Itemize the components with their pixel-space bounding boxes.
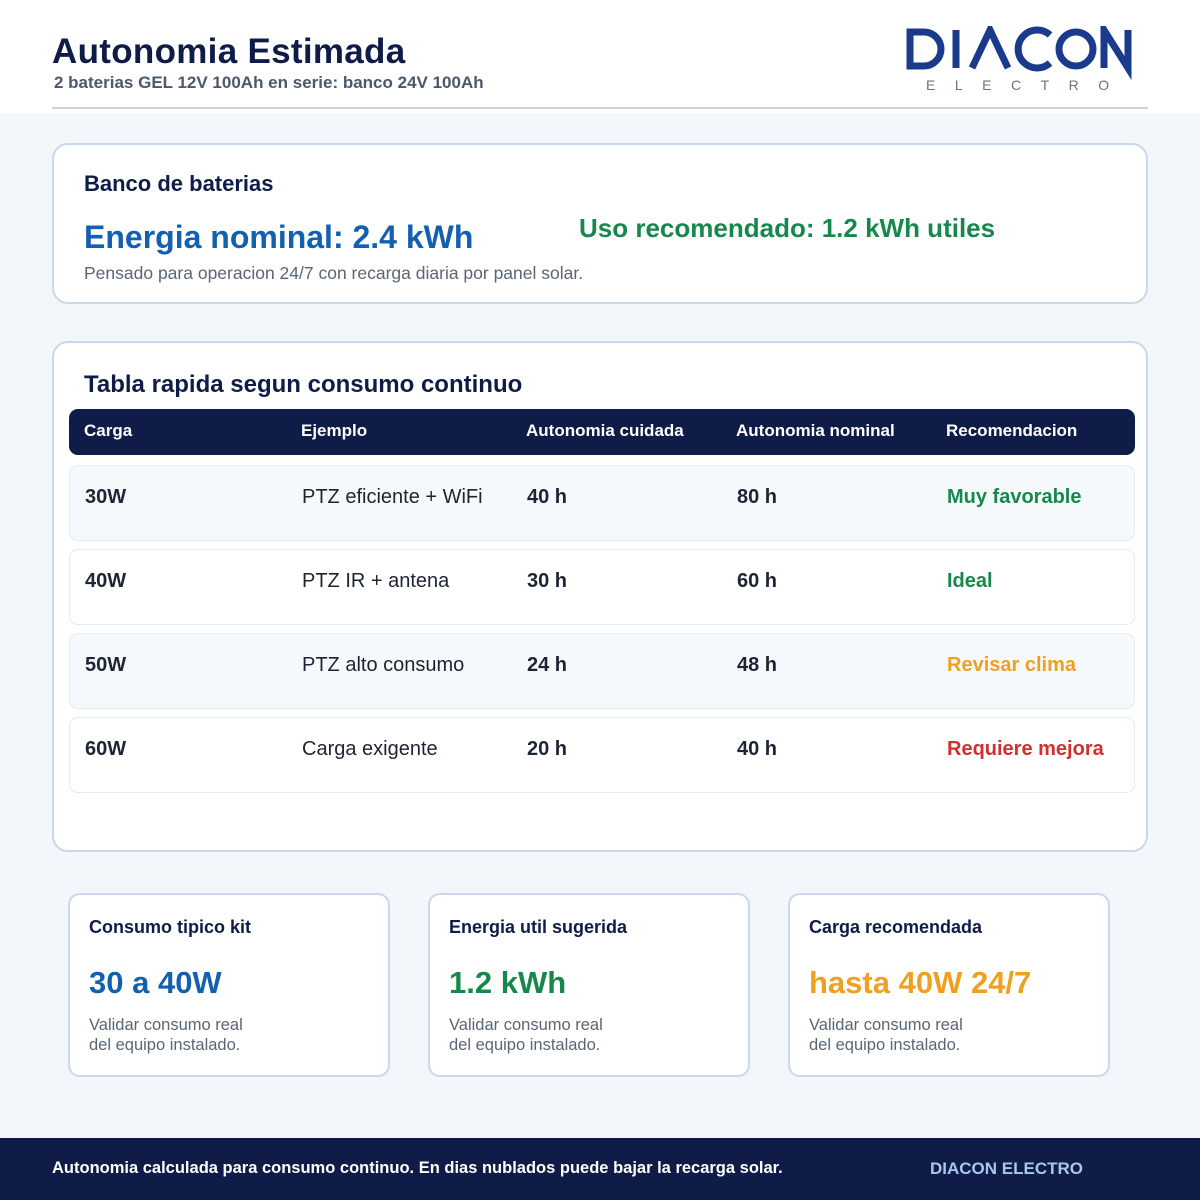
logo-letter-d [906,28,945,70]
cell-careful: 20 h [527,738,568,760]
bank-nominal-energy: Energia nominal: 2.4 kWh [84,219,474,255]
table-row: 30W PTZ eficiente + WiFi 40 h 80 h Muy f… [69,465,1135,541]
logo-letter-n [1100,26,1132,81]
cell-nominal: 80 h [737,486,778,508]
footer: Autonomia calculada para consumo continu… [0,1138,1200,1200]
cell-example: PTZ eficiente + WiFi [302,486,483,508]
cell-careful: 24 h [527,654,568,676]
column-header-example: Ejemplo [301,421,368,440]
cell-recommendation: Requiere mejora [947,738,1104,760]
cell-nominal: 48 h [737,654,778,676]
table-heading: Tabla rapida segun consumo continuo [84,371,523,398]
cell-load: 50W [85,654,127,676]
kpi-note-line: del equipo instalado. [449,1036,601,1054]
kpi-label: Carga recomendada [809,917,983,937]
cell-recommendation: Ideal [947,570,993,592]
bank-note: Pensado para operacion 24/7 con recarga … [84,263,584,283]
kpi-card-recommended-load: Carga recomendada hasta 40W 24/7 Validar… [788,893,1110,1077]
kpi-note-line: Validar consumo real [449,1016,603,1034]
cell-recommendation: Revisar clima [947,654,1076,676]
header-divider [52,107,1148,109]
kpi-note: Validar consumo real del equipo instalad… [809,1015,963,1055]
kpi-value: hasta 40W 24/7 [809,965,1032,1000]
column-header-load: Carga [84,421,133,440]
kpi-label: Consumo tipico kit [89,917,251,937]
cell-load: 40W [85,570,127,592]
column-header-recommendation: Recomendacion [946,421,1078,440]
cell-load: 30W [85,486,127,508]
cell-nominal: 40 h [737,738,778,760]
cell-recommendation: Muy favorable [947,486,1082,508]
cell-careful: 40 h [527,486,568,508]
kpi-note-line: del equipo instalado. [809,1036,961,1054]
logo-letter-o [1055,28,1097,70]
bank-heading: Banco de baterias [84,171,274,196]
cell-load: 60W [85,738,127,760]
column-header-nominal: Autonomia nominal [736,421,895,440]
logo-letter-c [1014,26,1053,72]
header: Autonomia Estimada 2 baterias GEL 12V 10… [0,0,1200,113]
cell-example: PTZ alto consumo [302,654,465,676]
logo-letter-a [968,26,1012,70]
kpi-card-usable-energy: Energia util sugerida 1.2 kWh Validar co… [428,893,750,1077]
battery-bank-card: Banco de baterias Energia nominal: 2.4 k… [52,143,1148,304]
cell-example: Carga exigente [302,738,438,760]
kpi-note-line: del equipo instalado. [89,1036,241,1054]
cell-example: PTZ IR + antena [302,570,450,592]
kpi-note: Validar consumo real del equipo instalad… [449,1015,603,1055]
logo-tagline: ELECTRO [926,77,1129,93]
kpi-card-typical-consumption: Consumo tipico kit 30 a 40W Validar cons… [68,893,390,1077]
bank-recommended-use: Uso recomendado: 1.2 kWh utiles [579,213,996,243]
page-subtitle: 2 baterias GEL 12V 100Ah en serie: banco… [54,73,484,92]
kpi-value: 1.2 kWh [449,965,567,1000]
kpi-note-line: Validar consumo real [809,1016,963,1034]
kpi-value: 30 a 40W [89,965,222,1000]
diacon-logo: ELECTRO [906,26,1132,93]
column-header-careful: Autonomia cuidada [526,421,684,440]
cell-careful: 30 h [527,570,568,592]
table-row: 60W Carga exigente 20 h 40 h Requiere me… [69,717,1135,793]
footer-brand: DIACON ELECTRO [930,1159,1083,1178]
footer-note: Autonomia calculada para consumo continu… [52,1159,783,1177]
table-row: 40W PTZ IR + antena 30 h 60 h Ideal [69,549,1135,625]
autonomy-table-card: Tabla rapida segun consumo continuo Carg… [52,341,1148,852]
kpi-label: Energia util sugerida [449,917,628,937]
kpi-note-line: Validar consumo real [89,1016,243,1034]
cell-nominal: 60 h [737,570,778,592]
table-row: 50W PTZ alto consumo 24 h 48 h Revisar c… [69,633,1135,709]
kpi-note: Validar consumo real del equipo instalad… [89,1015,243,1055]
page-title: Autonomia Estimada [52,32,406,71]
table-header: Carga Ejemplo Autonomia cuidada Autonomi… [69,409,1135,455]
